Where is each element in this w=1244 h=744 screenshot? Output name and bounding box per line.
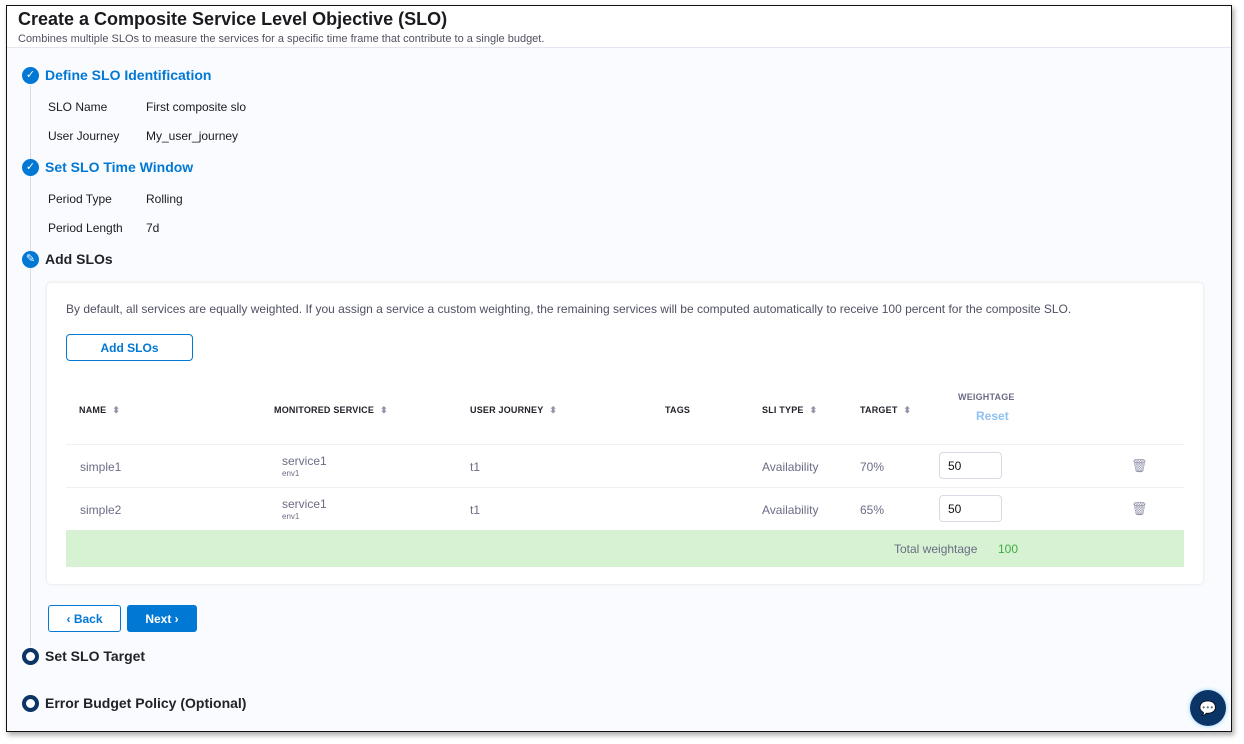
target: 70% xyxy=(860,460,885,474)
column-target[interactable]: TARGET ⬍ xyxy=(860,405,911,416)
column-label: TARGET xyxy=(860,405,898,415)
trash-icon[interactable]: 🗑 xyxy=(1131,501,1148,516)
step-pending-icon xyxy=(22,695,39,712)
add-slos-button[interactable]: Add SLOs xyxy=(66,334,193,361)
chat-help-icon: 💬 xyxy=(1199,700,1217,716)
page-header: Create a Composite Service Level Objecti… xyxy=(7,6,1231,48)
column-label: MONITORED SERVICE xyxy=(274,405,375,415)
weightage-input[interactable] xyxy=(939,452,1002,479)
stepper-line xyxy=(30,86,31,646)
help-chat-button[interactable]: 💬 xyxy=(1190,690,1226,726)
table-row: simple1 service1 env1 t1 Availability 70… xyxy=(66,444,1184,487)
sort-icon[interactable]: ⬍ xyxy=(903,405,912,415)
environment: env1 xyxy=(282,512,300,521)
step-set-slo-target: Set SLO Target xyxy=(45,648,146,664)
chevron-left-icon: ‹ xyxy=(66,611,74,626)
column-weightage: WEIGHTAGE xyxy=(958,392,1015,402)
user-journey: t1 xyxy=(470,503,481,517)
table-row: simple2 service1 env1 t1 Availability 65… xyxy=(66,487,1184,530)
sort-icon[interactable]: ⬍ xyxy=(809,405,818,415)
monitored-service: service1 xyxy=(282,497,327,511)
field-label: User Journey xyxy=(48,129,120,143)
step-add-slos: Add SLOs xyxy=(45,251,113,267)
sort-icon[interactable]: ⬍ xyxy=(549,405,558,415)
column-sli-type[interactable]: SLI TYPE ⬍ xyxy=(762,405,817,416)
column-tags: TAGS xyxy=(665,405,691,415)
field-value: 7d xyxy=(146,221,160,235)
sort-icon[interactable]: ⬍ xyxy=(112,405,121,415)
back-button[interactable]: ‹ Back xyxy=(48,605,121,632)
field-label: Period Length xyxy=(48,221,123,235)
environment: env1 xyxy=(282,469,300,478)
step-time-window[interactable]: Set SLO Time Window xyxy=(45,159,194,175)
field-value: Rolling xyxy=(146,192,183,206)
target: 65% xyxy=(860,503,885,517)
step-error-budget-policy: Error Budget Policy (Optional) xyxy=(45,695,247,711)
total-weightage-bar: Total weightage 100 xyxy=(66,530,1184,567)
field-value: My_user_journey xyxy=(146,129,239,143)
field-label: Period Type xyxy=(48,192,112,206)
reset-weightage-link[interactable]: Reset xyxy=(976,409,1009,423)
slo-name: simple1 xyxy=(80,460,122,474)
sort-icon[interactable]: ⬍ xyxy=(380,405,388,415)
wizard-window: Create a Composite Service Level Objecti… xyxy=(6,5,1232,732)
back-label: Back xyxy=(73,611,103,626)
step-pending-icon xyxy=(22,648,39,665)
chevron-right-icon: › xyxy=(171,611,179,626)
monitored-service: service1 xyxy=(282,454,327,468)
column-label: USER JOURNEY xyxy=(470,405,544,415)
step-define-identification[interactable]: Define SLO Identification xyxy=(45,67,212,83)
column-user-journey[interactable]: USER JOURNEY ⬍ xyxy=(470,405,557,416)
weightage-input[interactable] xyxy=(939,495,1002,522)
page-title: Create a Composite Service Level Objecti… xyxy=(18,9,448,29)
field-label: SLO Name xyxy=(48,100,108,114)
slo-name: simple2 xyxy=(80,503,122,517)
column-name[interactable]: NAME ⬍ xyxy=(79,405,120,416)
total-weightage-label: Total weightage xyxy=(894,542,978,556)
next-button[interactable]: Next › xyxy=(127,605,197,632)
sli-type: Availability xyxy=(762,503,819,517)
add-slos-card: By default, all services are equally wei… xyxy=(47,283,1203,584)
pencil-icon: ✎ xyxy=(22,251,39,268)
column-label: NAME xyxy=(79,405,107,415)
check-icon: ✓ xyxy=(22,159,39,176)
total-weightage-value: 100 xyxy=(998,542,1019,556)
column-label: SLI TYPE xyxy=(762,405,804,415)
next-label: Next xyxy=(145,611,172,626)
page-subtitle: Combines multiple SLOs to measure the se… xyxy=(18,33,545,45)
trash-icon[interactable]: 🗑 xyxy=(1131,458,1148,473)
field-value: First composite slo xyxy=(146,100,247,114)
check-icon: ✓ xyxy=(22,67,39,84)
sli-type: Availability xyxy=(762,460,819,474)
column-monitored-service[interactable]: MONITORED SERVICE ⬍ xyxy=(274,405,388,416)
weighting-info: By default, all services are equally wei… xyxy=(66,302,1072,316)
user-journey: t1 xyxy=(470,460,481,474)
